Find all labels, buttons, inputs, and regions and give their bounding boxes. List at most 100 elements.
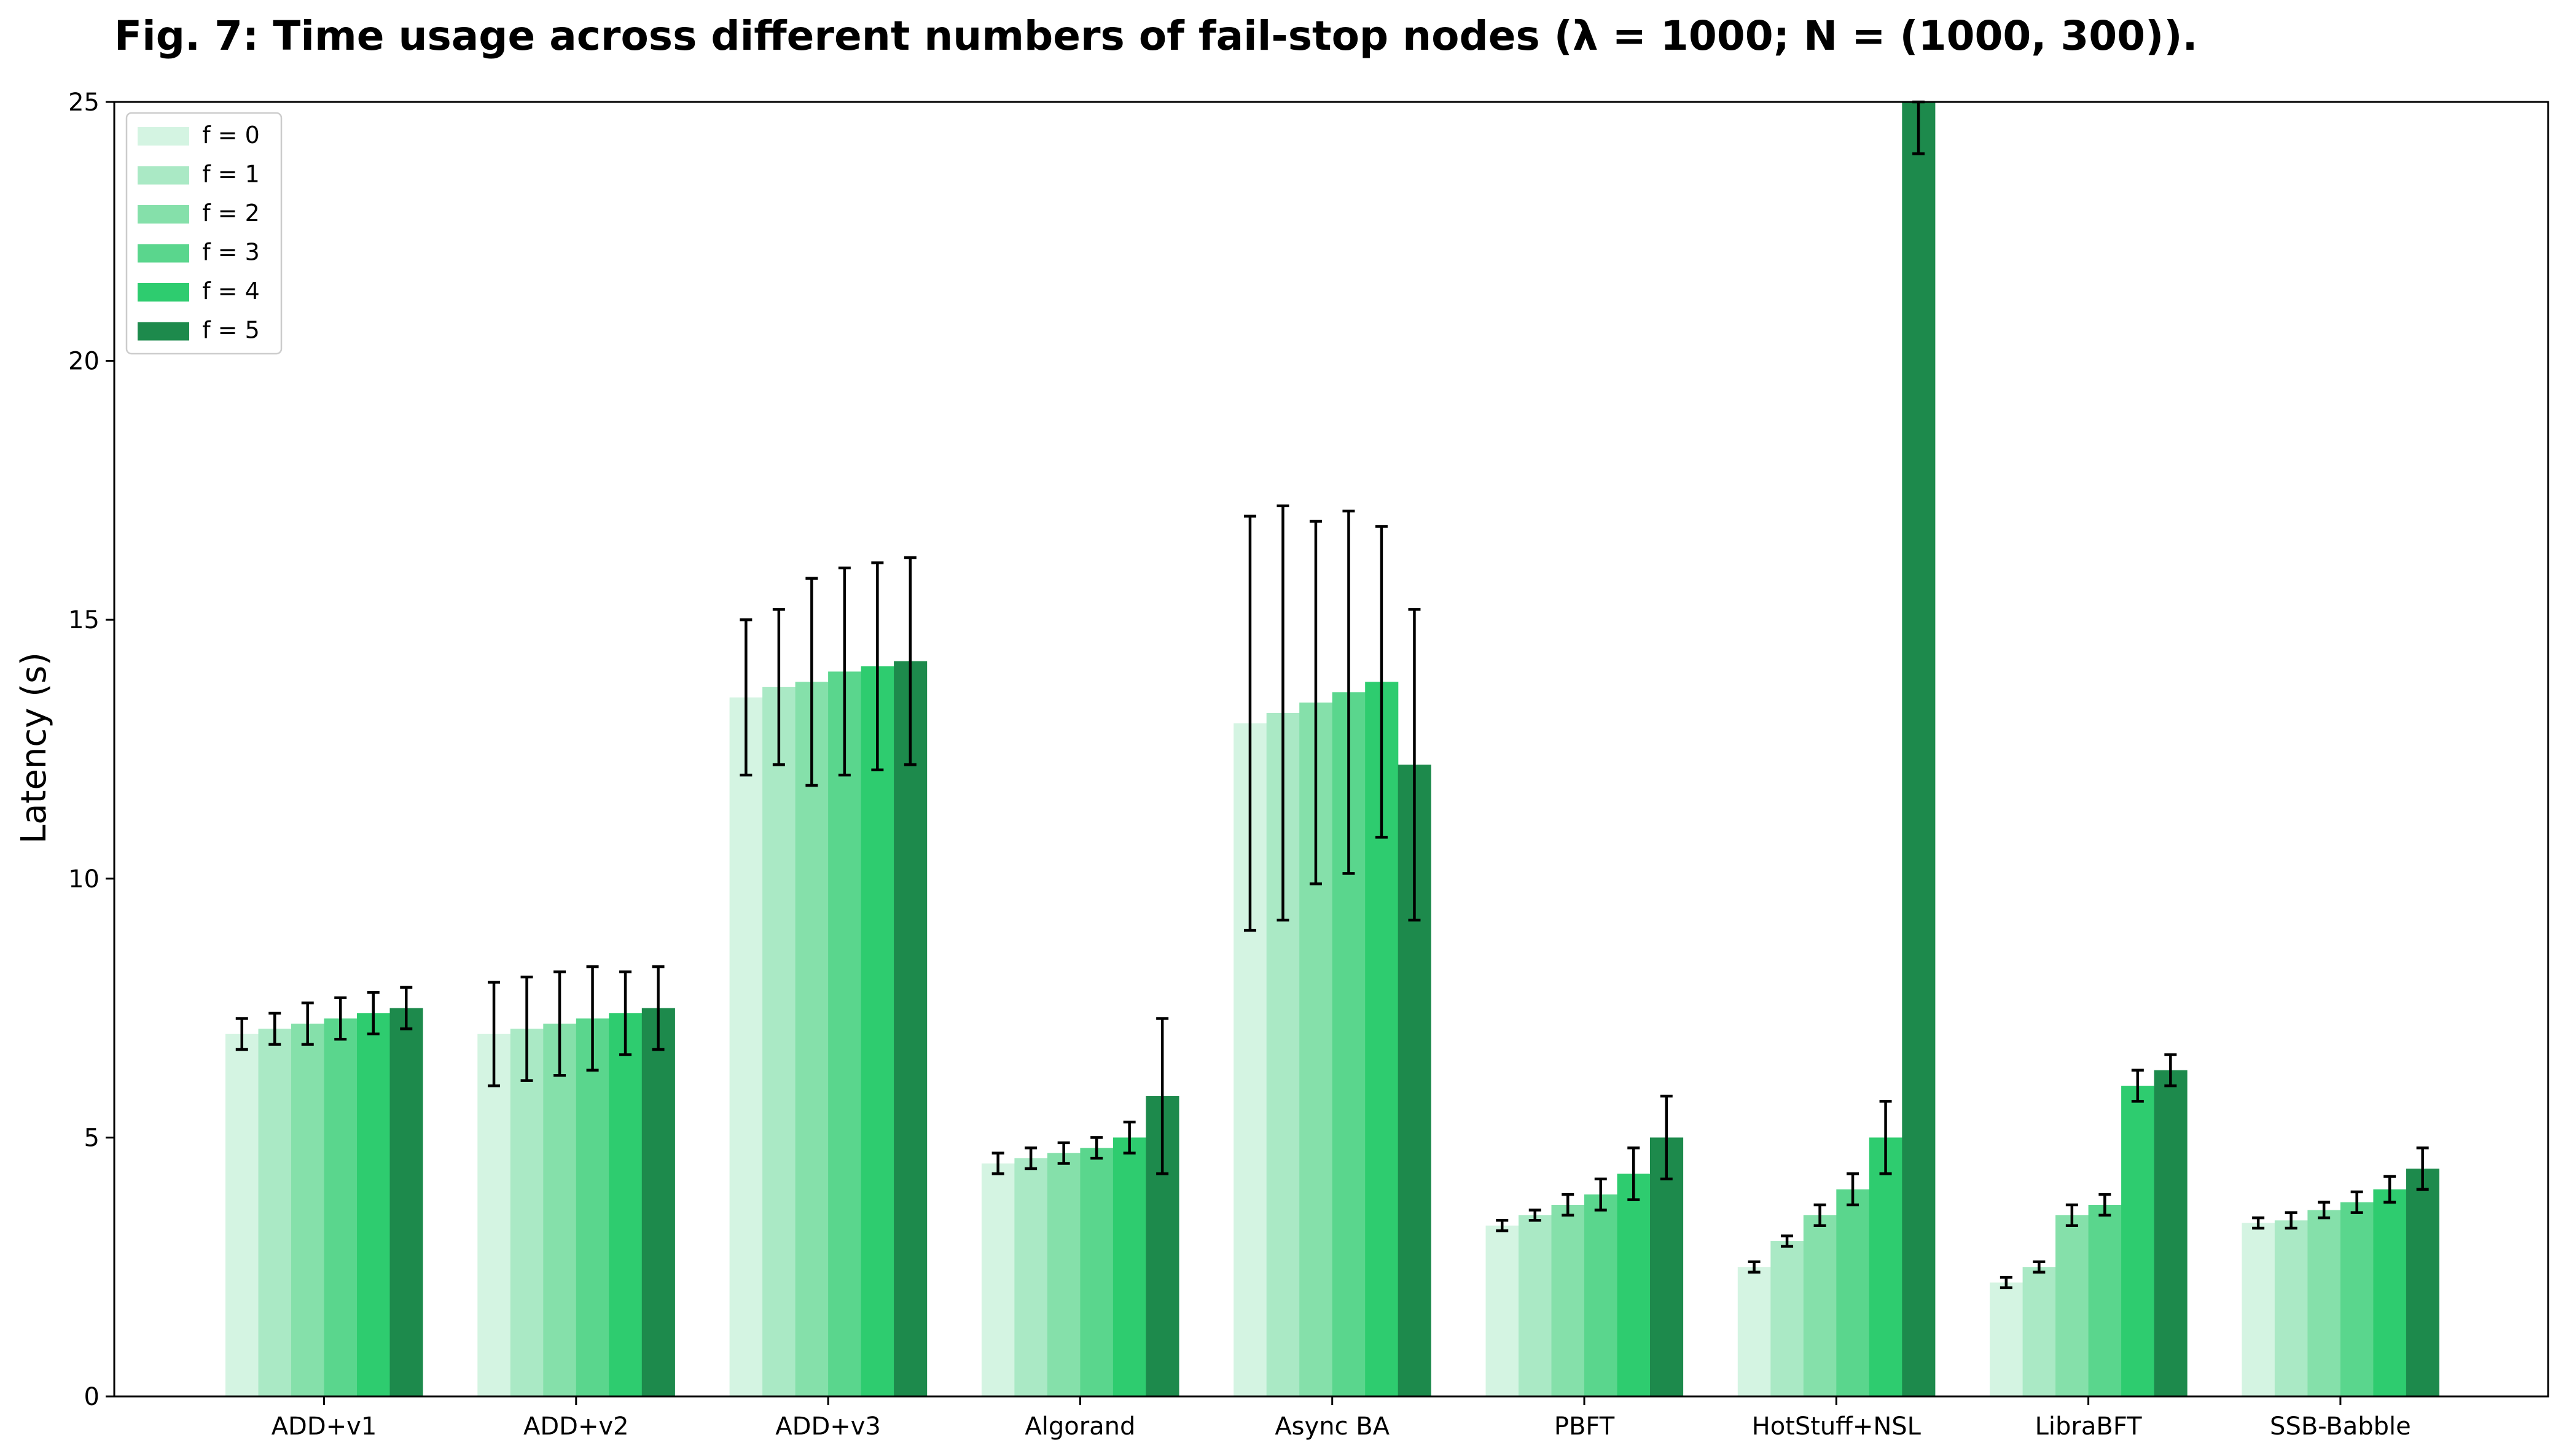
error-bar (652, 965, 665, 1051)
error-bar (2318, 1201, 2331, 1220)
bar (1584, 1194, 1618, 1396)
bar (2055, 1215, 2089, 1396)
legend-item[interactable]: f = 5 (138, 317, 260, 344)
y-tick-label: 25 (68, 88, 100, 117)
legend-swatch (138, 127, 189, 146)
bar (2274, 1220, 2308, 1396)
error-bar (1748, 1260, 1761, 1274)
bar (861, 666, 894, 1396)
legend-item[interactable]: f = 2 (138, 200, 260, 227)
error-bar (1375, 525, 1388, 839)
x-tick-label: ADD+v1 (272, 1412, 377, 1441)
error-bar (1594, 1177, 1607, 1212)
y-tick-label: 15 (68, 606, 100, 634)
bar (2022, 1267, 2056, 1396)
error-bar (1025, 1147, 1038, 1170)
error-bar (1309, 520, 1322, 886)
bar (357, 1013, 391, 1396)
bar (1080, 1148, 1114, 1396)
error-bar (904, 556, 917, 766)
bar (389, 1008, 423, 1396)
error-bar (1342, 509, 1355, 875)
bar (1902, 102, 1936, 1396)
bar (1770, 1241, 1804, 1396)
bar (1485, 1225, 1519, 1396)
error-bar (1528, 1209, 1541, 1222)
error-bar (619, 970, 632, 1056)
error-bar (2098, 1193, 2111, 1217)
bar (1869, 1137, 1902, 1396)
bar (981, 1163, 1015, 1396)
bar (1112, 1137, 1146, 1396)
error-bar (1123, 1120, 1136, 1154)
error-bar (2164, 1053, 2177, 1088)
error-bar (991, 1151, 1004, 1175)
error-bar (1243, 515, 1256, 932)
x-tick-label: ADD+v3 (775, 1412, 881, 1441)
error-bar (553, 970, 566, 1077)
bar (1836, 1189, 1870, 1396)
legend-item[interactable]: f = 3 (138, 239, 260, 266)
bar (510, 1029, 544, 1396)
error-bar (2065, 1203, 2078, 1227)
bar (2088, 1205, 2122, 1396)
error-bar (1408, 608, 1421, 922)
bar (2406, 1168, 2439, 1396)
error-bar (2285, 1211, 2297, 1230)
error-bar (1660, 1094, 1673, 1181)
bar (1990, 1282, 2023, 1396)
bar (1519, 1215, 1552, 1396)
chart-title: Fig. 7: Time usage across different numb… (114, 12, 2198, 60)
error-bar (805, 577, 818, 787)
bars-layer (225, 102, 2439, 1396)
bar (1650, 1137, 1684, 1396)
error-bar (301, 1001, 314, 1046)
bar (225, 1034, 259, 1396)
legend-label: f = 1 (202, 161, 260, 188)
x-tick-label: Algorand (1025, 1412, 1135, 1441)
bar (1803, 1215, 1837, 1396)
error-bar (2000, 1275, 2012, 1290)
error-bar (740, 618, 753, 777)
error-bar (1627, 1147, 1640, 1201)
bar (2154, 1070, 2188, 1396)
legend-item[interactable]: f = 0 (138, 122, 260, 149)
error-bar (2131, 1069, 2144, 1103)
bar (762, 687, 796, 1396)
bar (2340, 1202, 2374, 1396)
error-bar (2416, 1147, 2429, 1191)
bar (609, 1013, 643, 1396)
bar (2121, 1086, 2155, 1396)
legend-swatch (138, 244, 189, 263)
legend-label: f = 5 (202, 317, 260, 344)
y-tick-label: 20 (68, 348, 100, 376)
legend[interactable]: f = 0 f = 1 f = 2 f = 3 f = 4 f = 5 (125, 112, 283, 355)
error-bar (1090, 1136, 1103, 1160)
legend-item[interactable]: f = 4 (138, 278, 260, 305)
bar (1551, 1205, 1585, 1396)
error-bar (1496, 1219, 1509, 1232)
legend-label: f = 0 (202, 122, 260, 149)
x-tick-label: ADD+v2 (523, 1412, 629, 1441)
bar (2373, 1189, 2407, 1396)
error-bar (1057, 1141, 1070, 1165)
y-axis: 0 5 10 15 20 25 (68, 88, 114, 1411)
legend-swatch (138, 322, 189, 341)
error-bar (1562, 1193, 1574, 1217)
legend-item[interactable]: f = 1 (138, 161, 260, 188)
y-tick-label: 0 (84, 1383, 100, 1411)
error-bar (235, 1017, 248, 1051)
legend-swatch (138, 283, 189, 302)
bar (828, 671, 862, 1396)
x-tick-label: LibraBFT (2035, 1412, 2142, 1441)
bar (641, 1008, 675, 1396)
y-tick-label: 5 (84, 1124, 100, 1152)
error-bar (334, 996, 347, 1041)
bar (894, 661, 928, 1396)
x-tick-label: Async BA (1275, 1412, 1390, 1441)
error-bar (1847, 1172, 1859, 1207)
error-bar (2252, 1216, 2265, 1230)
legend-swatch (138, 166, 189, 185)
legend-swatch (138, 205, 189, 224)
error-bar (838, 566, 851, 777)
